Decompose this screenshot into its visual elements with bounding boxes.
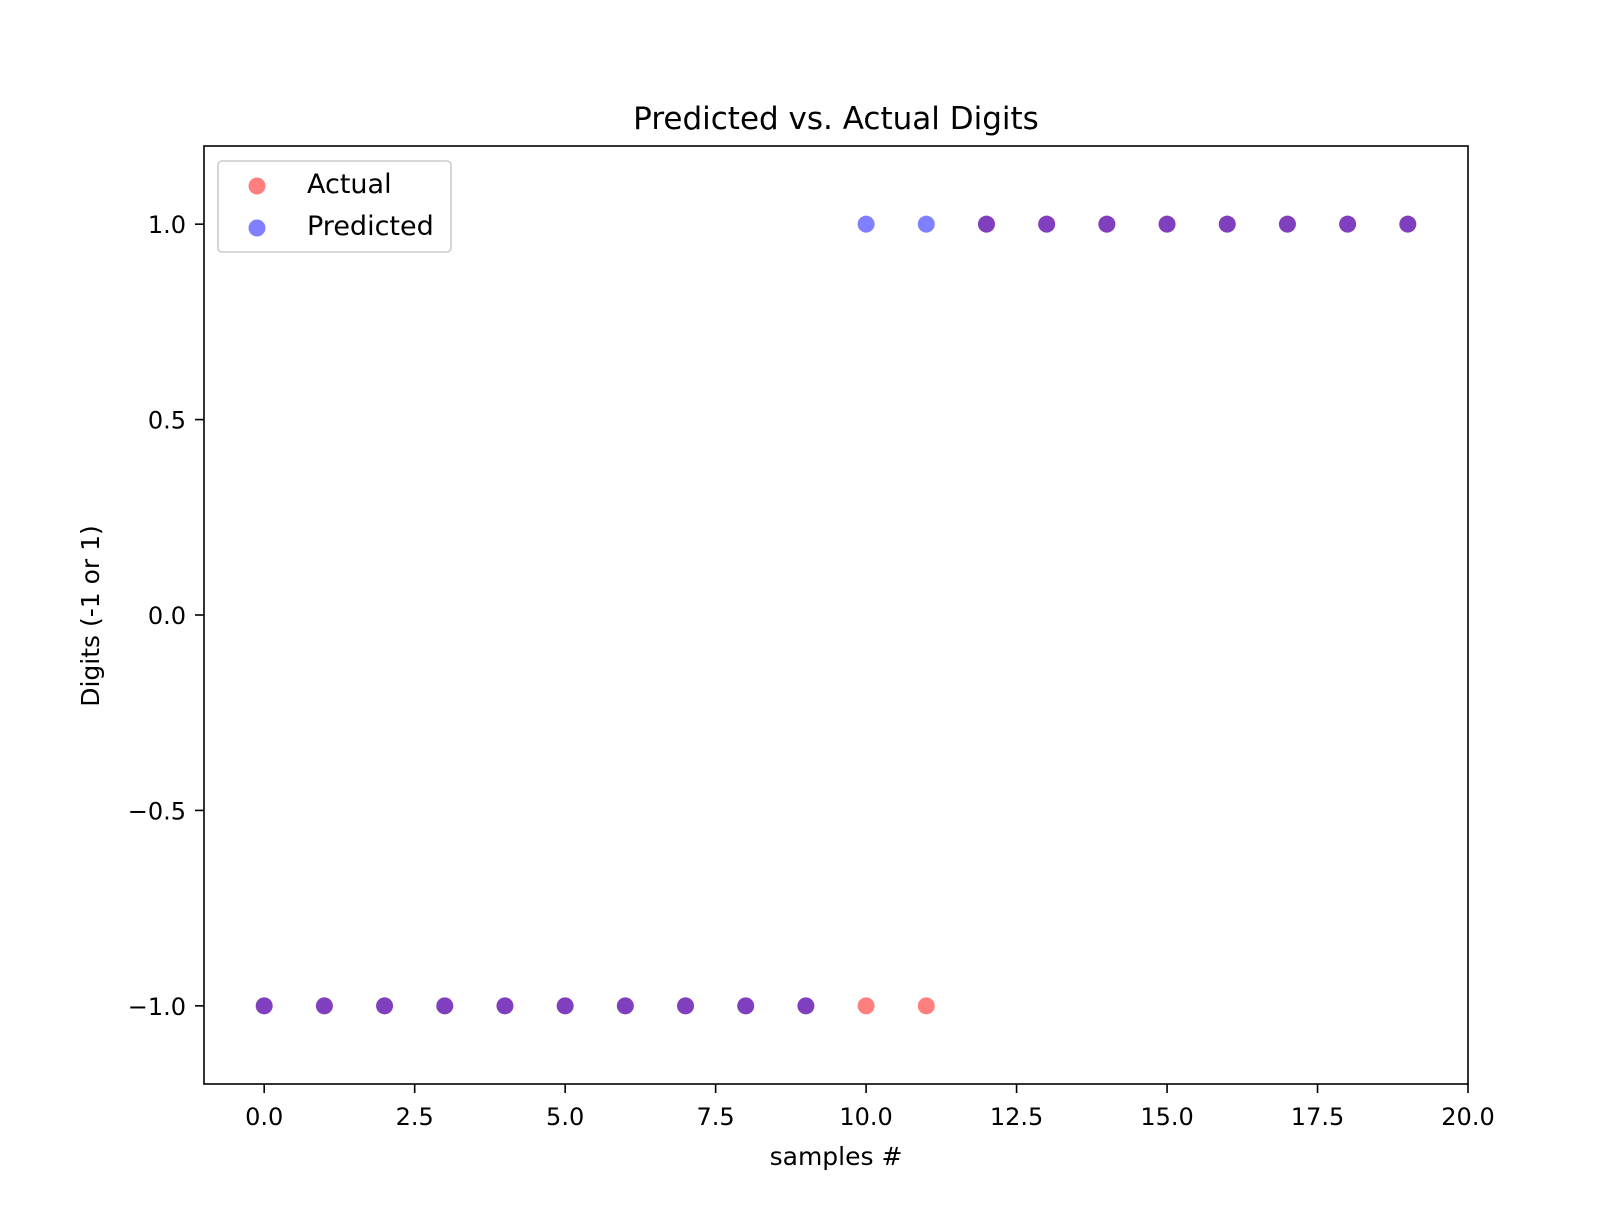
point-actual-11 — [917, 997, 935, 1015]
point-predicted-14 — [1098, 215, 1116, 233]
x-tick-label: 17.5 — [1291, 1103, 1344, 1131]
point-predicted-11 — [917, 215, 935, 233]
point-predicted-9 — [797, 997, 815, 1015]
point-predicted-12 — [977, 215, 995, 233]
point-predicted-15 — [1158, 215, 1176, 233]
x-tick-label: 20.0 — [1441, 1103, 1494, 1131]
x-axis: 0.0 2.5 5.0 7.5 10.0 12.5 15.0 17.5 20.0 — [245, 1084, 1495, 1131]
legend-marker-actual — [248, 177, 266, 195]
point-predicted-17 — [1278, 215, 1296, 233]
point-predicted-13 — [1038, 215, 1056, 233]
x-tick-label: 0.0 — [245, 1103, 283, 1131]
chart-title: Predicted vs. Actual Digits — [633, 101, 1039, 137]
y-axis: −1.0 −0.5 0.0 0.5 1.0 — [128, 211, 204, 1021]
legend-marker-predicted — [248, 219, 266, 237]
point-predicted-7 — [677, 997, 695, 1015]
data-points — [255, 215, 1417, 1015]
x-tick-label: 10.0 — [839, 1103, 892, 1131]
point-predicted-10 — [857, 215, 875, 233]
x-tick-label: 5.0 — [546, 1103, 584, 1131]
x-axis-label: samples # — [770, 1142, 903, 1171]
point-predicted-8 — [737, 997, 755, 1015]
point-predicted-3 — [436, 997, 454, 1015]
legend-box — [217, 160, 452, 253]
x-tick-label: 12.5 — [990, 1103, 1043, 1131]
x-tick-label: 15.0 — [1140, 1103, 1193, 1131]
x-tick-label: 2.5 — [396, 1103, 434, 1131]
point-predicted-18 — [1339, 215, 1357, 233]
y-tick-label: 1.0 — [148, 211, 186, 239]
y-tick-label: −0.5 — [128, 797, 186, 825]
y-axis-label: Digits (-1 or 1) — [76, 525, 105, 707]
y-tick-label: 0.0 — [148, 602, 186, 630]
point-predicted-4 — [496, 997, 514, 1015]
point-predicted-5 — [556, 997, 574, 1015]
point-predicted-6 — [616, 997, 634, 1015]
point-predicted-1 — [315, 997, 333, 1015]
y-tick-label: −1.0 — [128, 993, 186, 1021]
point-actual-10 — [857, 997, 875, 1015]
legend: Actual Predicted — [217, 160, 452, 253]
y-tick-label: 0.5 — [148, 407, 186, 435]
legend-label-predicted: Predicted — [307, 211, 434, 242]
point-predicted-19 — [1399, 215, 1417, 233]
legend-label-actual: Actual — [307, 169, 392, 200]
point-predicted-0 — [255, 997, 273, 1015]
point-predicted-2 — [376, 997, 394, 1015]
point-predicted-16 — [1218, 215, 1236, 233]
x-tick-label: 7.5 — [697, 1103, 735, 1131]
